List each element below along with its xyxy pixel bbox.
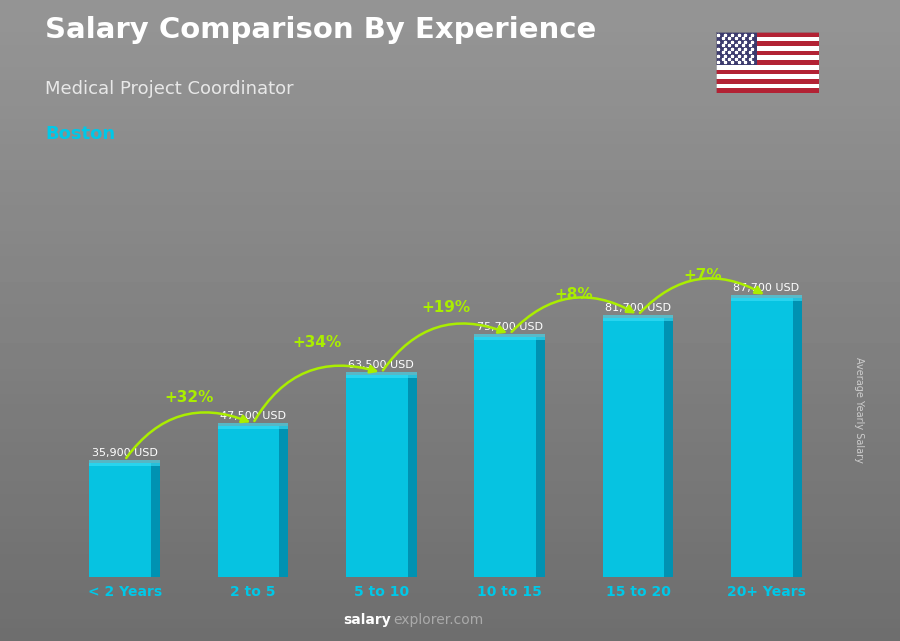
Bar (716, 32, 819, 37)
Bar (346, 376, 417, 577)
Bar (408, 376, 417, 577)
Text: Average Yearly Salary: Average Yearly Salary (854, 357, 865, 463)
Bar (346, 372, 417, 378)
Text: Boston: Boston (45, 125, 115, 143)
Text: +7%: +7% (683, 267, 722, 283)
Bar (731, 296, 802, 301)
Bar (716, 60, 819, 65)
Bar (474, 333, 545, 340)
Text: salary: salary (344, 613, 392, 627)
Bar (716, 74, 819, 79)
Bar (218, 426, 288, 577)
Bar (716, 42, 819, 46)
Bar (716, 56, 819, 60)
Bar (603, 317, 673, 577)
Text: 47,500 USD: 47,500 USD (220, 411, 286, 421)
Bar (664, 317, 673, 577)
Bar (151, 463, 160, 577)
Bar (536, 337, 545, 577)
Text: +19%: +19% (421, 300, 470, 315)
Bar (716, 51, 819, 56)
Text: Salary Comparison By Experience: Salary Comparison By Experience (45, 16, 596, 44)
Bar (716, 46, 819, 51)
Text: +32%: +32% (164, 390, 213, 405)
Bar (793, 299, 802, 577)
Text: 63,500 USD: 63,500 USD (348, 360, 414, 370)
Text: 75,700 USD: 75,700 USD (477, 322, 543, 331)
Bar (218, 423, 288, 429)
Text: 81,700 USD: 81,700 USD (605, 303, 671, 313)
Bar (716, 37, 819, 42)
Bar (716, 65, 819, 69)
Text: Medical Project Coordinator: Medical Project Coordinator (45, 80, 293, 98)
Text: +8%: +8% (554, 287, 593, 302)
Bar (716, 83, 819, 88)
Bar (89, 463, 160, 577)
Text: 35,900 USD: 35,900 USD (92, 448, 158, 458)
Bar (279, 426, 288, 577)
Bar (716, 32, 757, 65)
Bar (603, 315, 673, 320)
Bar (89, 460, 160, 466)
Bar (716, 69, 819, 74)
Bar (716, 88, 819, 93)
Bar (716, 79, 819, 83)
Bar (474, 337, 545, 577)
Bar (731, 299, 802, 577)
Text: 87,700 USD: 87,700 USD (734, 283, 799, 294)
Text: +34%: +34% (292, 335, 342, 350)
Text: explorer.com: explorer.com (393, 613, 483, 627)
